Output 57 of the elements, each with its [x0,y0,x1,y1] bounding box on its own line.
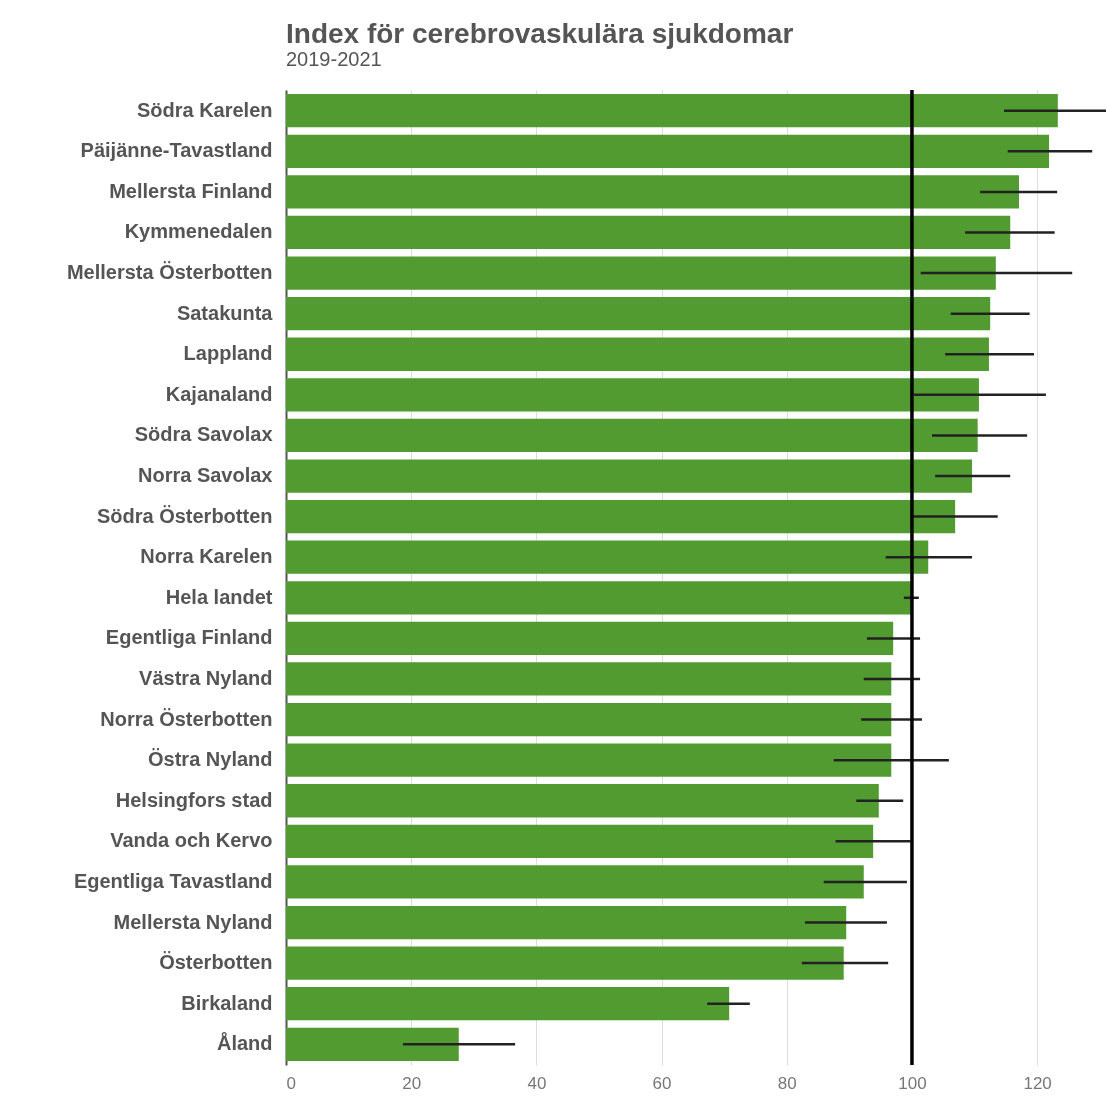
y-tick-label: Lappland [183,342,273,365]
bar [286,215,1011,250]
y-tick-label: Päijänne-Tavastland [80,139,273,162]
y-tick-label: Östra Nyland [148,748,273,771]
chart-subtitle: 2019-2021 [286,48,382,71]
bar [286,459,973,493]
bar [286,581,912,615]
bar [286,1027,459,1061]
bar [286,297,991,331]
bar [286,256,996,290]
bar [286,540,929,574]
y-tick-label: Helsingfors stad [115,788,273,811]
y-tick-label: Vanda och Kervo [110,829,273,852]
x-tick-label: 40 [527,1073,547,1093]
bar [286,499,956,534]
bar [286,946,844,980]
y-tick-label: Södra Österbotten [96,504,273,527]
bar [286,337,989,371]
bar [286,702,892,737]
y-tick-label: Södra Karelen [136,98,273,121]
y-tick-label: Kajanaland [165,382,273,405]
bar [286,743,892,777]
y-tick-label: Mellersta Finland [109,179,273,202]
bar [286,418,978,453]
y-tick-label: Kymmenedalen [124,220,273,243]
bar [286,94,1058,128]
y-tick-label: Norra Karelen [140,545,273,568]
y-tick-label: Egentliga Finland [105,626,273,649]
x-tick-label: 80 [777,1073,797,1093]
x-tick-label: 100 [898,1073,927,1093]
bar [286,175,1019,209]
y-tick-label: Mellersta Nyland [113,910,273,933]
bar [286,134,1050,168]
y-tick-label: Norra Österbotten [100,707,273,730]
bar [286,662,892,696]
x-tick-label: 120 [1023,1073,1052,1093]
bar [286,905,847,940]
bar [286,378,979,412]
chart-title: Index för cerebrovaskulära sjukdomar [286,18,794,50]
y-tick-label: Österbotten [159,951,273,974]
y-tick-label: Mellersta Österbotten [66,261,273,284]
x-tick-label: 0 [286,1073,296,1093]
bar [286,987,730,1021]
bar [286,865,864,899]
y-tick-label: Åland [216,1031,273,1055]
y-tick-label: Södra Savolax [134,423,273,446]
y-tick-label: Satakunta [176,301,274,324]
x-tick-label: 60 [652,1073,672,1093]
bar [286,784,879,818]
bar [286,621,894,656]
bar [286,824,874,858]
y-tick-label: Birkaland [181,991,273,1014]
y-tick-label: Egentliga Tavastland [73,869,273,892]
y-tick-label: Hela landet [165,585,273,608]
y-tick-label: Norra Savolax [137,464,273,487]
x-tick-label: 20 [402,1073,422,1093]
y-tick-label: Västra Nyland [139,666,273,689]
